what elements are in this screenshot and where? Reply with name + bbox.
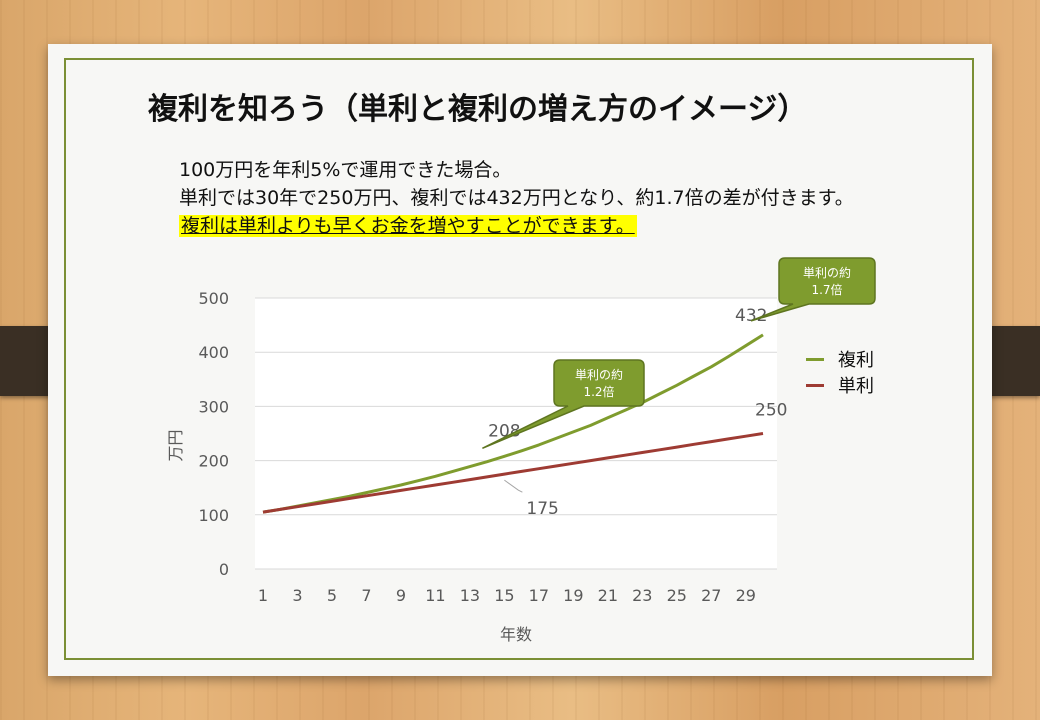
callout-text-line-1: 単利の約	[575, 367, 623, 382]
x-tick-label: 23	[632, 586, 652, 605]
callout-text-line-1: 単利の約	[803, 265, 851, 280]
x-axis-title: 年数	[500, 625, 532, 644]
x-tick-label: 13	[460, 586, 480, 605]
slide-title: 複利を知ろう（単利と複利の増え方のイメージ）	[148, 92, 808, 127]
x-tick-label: 7	[361, 586, 371, 605]
slide-card: 複利を知ろう（単利と複利の増え方のイメージ） 100万円を年利5%で運用できた場…	[48, 44, 992, 676]
data-label: 175	[526, 499, 558, 519]
data-label: 250	[755, 401, 787, 421]
legend-item-compound: 複利	[806, 346, 874, 372]
legend-swatch-compound	[806, 357, 824, 361]
series-line-simple	[262, 432, 764, 514]
x-tick-label: 21	[598, 586, 618, 605]
legend-swatch-simple	[806, 383, 824, 387]
y-tick-label: 200	[198, 452, 229, 471]
x-tick-label: 11	[425, 586, 445, 605]
legend-item-simple: 単利	[806, 372, 874, 398]
x-tick-label: 9	[396, 586, 406, 605]
callout-text-line-2: 1.2倍	[583, 384, 614, 399]
x-tick-label: 25	[667, 586, 687, 605]
callout-bubble	[482, 359, 645, 449]
x-tick-label: 19	[563, 586, 583, 605]
x-tick-label: 17	[529, 586, 549, 605]
y-tick-label: 100	[198, 506, 229, 525]
y-tick-label: 500	[198, 289, 229, 308]
y-tick-label: 400	[198, 343, 229, 362]
description-line-2: 単利では30年で250万円、複利では432万円となり、約1.7倍の差が付きます。	[179, 187, 854, 209]
x-tick-label: 5	[327, 586, 337, 605]
description: 100万円を年利5%で運用できた場合。 単利では30年で250万円、複利では43…	[179, 156, 854, 240]
x-tick-label: 1	[258, 586, 268, 605]
y-axis-title: 万円	[166, 429, 185, 461]
callout-bubble	[750, 257, 876, 322]
slide-frame	[64, 58, 974, 660]
description-line-1: 100万円を年利5%で運用できた場合。	[179, 159, 512, 181]
x-tick-label: 15	[494, 586, 514, 605]
legend-label-compound: 複利	[838, 350, 874, 371]
data-label: 432	[735, 306, 767, 326]
x-tick-label: 3	[292, 586, 302, 605]
highlighted-line: 複利は単利よりも早くお金を増やすことができます。	[179, 215, 637, 237]
y-tick-label: 300	[198, 397, 229, 416]
data-label-leader	[504, 479, 523, 493]
chart-legend: 複利 単利	[806, 346, 874, 398]
x-tick-label: 29	[736, 586, 756, 605]
series-line-compound	[262, 333, 764, 514]
legend-label-simple: 単利	[838, 376, 874, 397]
y-tick-label: 0	[219, 560, 229, 579]
x-tick-label: 27	[701, 586, 721, 605]
callout-text-line-2: 1.7倍	[811, 282, 842, 297]
